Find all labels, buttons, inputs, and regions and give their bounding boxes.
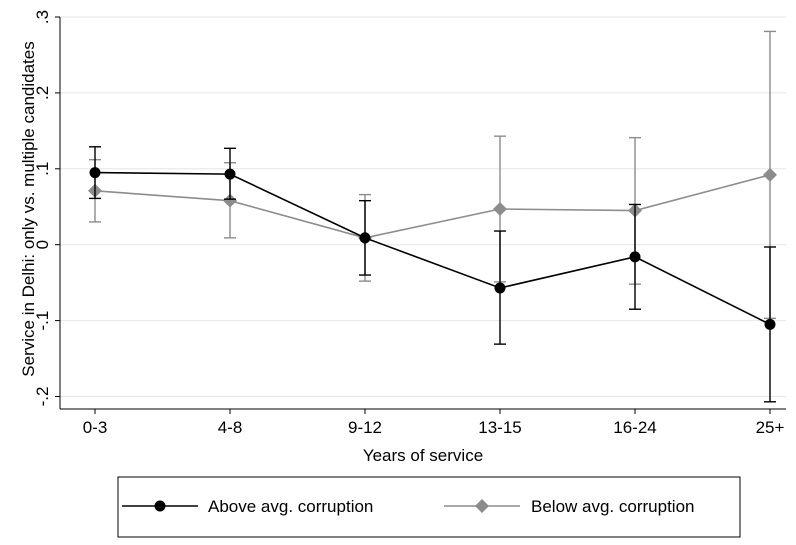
x-tick-label: 16-24 — [613, 418, 656, 437]
y-tick-label: -.1 — [33, 311, 52, 331]
legend-label: Above avg. corruption — [208, 497, 373, 516]
x-tick-label: 0-3 — [83, 418, 108, 437]
data-point — [764, 318, 776, 330]
y-tick-label: 0 — [33, 240, 52, 249]
data-point — [629, 251, 641, 263]
data-point — [763, 167, 777, 182]
y-tick-label: .3 — [33, 10, 52, 24]
legend-box — [117, 476, 741, 538]
y-tick-label: .1 — [33, 162, 52, 176]
y-ticks: -.2 -.1 0 .1 .2 .3 — [33, 10, 60, 407]
data-point — [494, 282, 506, 294]
data-point — [89, 167, 101, 179]
gridlines — [60, 16, 786, 397]
x-tick-label: 4-8 — [218, 418, 243, 437]
x-axis-title: Years of service — [363, 446, 483, 465]
legend-item: Above avg. corruption — [122, 497, 373, 516]
x-tick-label: 25+ — [756, 418, 785, 437]
x-ticks: 0-3 4-8 9-12 13-15 16-24 25+ — [83, 409, 785, 437]
y-axis-title: Service in Delhi: only vs. multiple cand… — [19, 41, 38, 376]
data-point — [223, 193, 237, 208]
data-point — [493, 202, 507, 217]
legend: Above avg. corruption Below avg. corrupti… — [117, 476, 741, 538]
data-point — [359, 232, 371, 244]
series-line — [94, 171, 771, 326]
legend-label: Below avg. corruption — [531, 497, 694, 516]
axes — [59, 17, 786, 410]
legend-marker — [154, 500, 166, 512]
y-tick-label: -.2 — [33, 387, 52, 407]
x-tick-label: 9-12 — [348, 418, 382, 437]
legend-marker — [475, 499, 489, 513]
series-above-avg — [89, 146, 776, 403]
legend-item: Below avg. corruption — [444, 497, 694, 516]
series-line — [94, 174, 771, 239]
data-point — [224, 168, 236, 180]
y-tick-label: .2 — [33, 86, 52, 100]
plot-area — [88, 30, 777, 403]
x-tick-label: 13-15 — [478, 418, 521, 437]
